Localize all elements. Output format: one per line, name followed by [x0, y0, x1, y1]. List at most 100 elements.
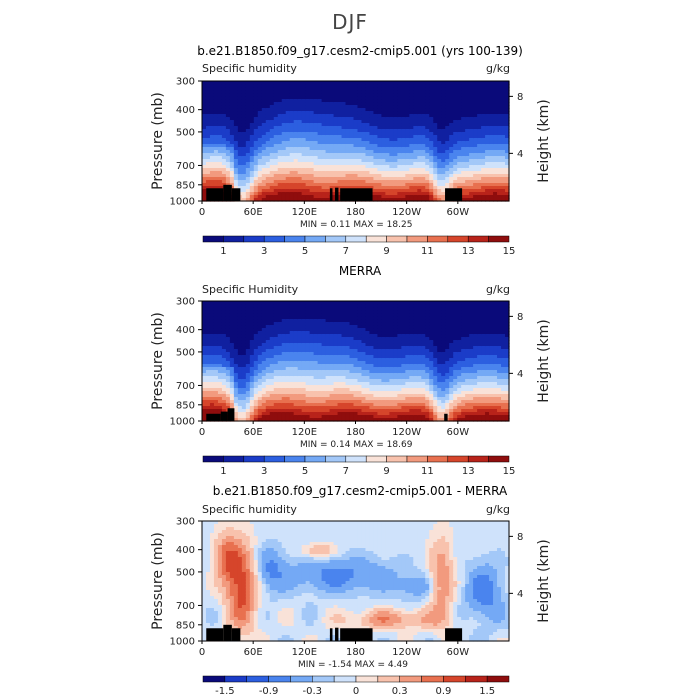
contour-cell: [365, 301, 371, 305]
contour-cell: [381, 171, 387, 175]
contour-cell: [237, 352, 243, 356]
contour-cell: [337, 382, 343, 386]
contour-cell: [293, 108, 299, 112]
contour-cell: [241, 165, 247, 169]
contour-cell: [361, 150, 367, 154]
contour-cell: [297, 141, 303, 145]
contour-cell: [345, 415, 351, 419]
contour-cell: [309, 337, 315, 341]
contour-cell: [241, 334, 247, 338]
contour-cell: [309, 406, 315, 410]
contour-cell: [481, 180, 486, 184]
contour-cell: [385, 144, 390, 148]
contour-cell: [485, 168, 490, 172]
contour-cell: [202, 412, 207, 416]
contour-cell: [437, 87, 442, 91]
contour-cell: [293, 192, 299, 196]
contour-cell: [233, 93, 239, 97]
contour-cell: [457, 153, 462, 157]
contour-cell: [389, 198, 394, 202]
contour-cell: [501, 186, 506, 190]
contour-cell: [213, 90, 219, 94]
contour-cell: [325, 316, 331, 320]
contour-cell: [385, 117, 390, 121]
contour-cell: [377, 156, 383, 160]
contour-cell: [453, 153, 458, 157]
contour-cell: [237, 99, 243, 103]
contour-cell: [469, 105, 474, 109]
contour-cell: [321, 340, 327, 344]
contour-cell: [297, 376, 303, 380]
contour-cell: [357, 364, 363, 368]
contour-cell: [321, 388, 327, 392]
contour-cell: [337, 355, 343, 359]
contour-cell: [321, 105, 327, 109]
contour-cell: [321, 99, 327, 103]
contour-cell: [221, 391, 227, 395]
contour-cell: [481, 153, 486, 157]
contour-cell: [313, 135, 319, 139]
contour-cell: [361, 355, 367, 359]
contour-cell: [229, 186, 235, 190]
contour-cell: [213, 81, 219, 85]
contour-cell: [353, 117, 359, 121]
contour-cell: [357, 132, 363, 136]
contour-cell: [321, 310, 327, 314]
contour-cell: [233, 132, 239, 136]
contour-cell: [301, 415, 307, 419]
contour-cell: [202, 189, 207, 193]
contour-cell: [305, 349, 311, 353]
contour-cell: [205, 132, 211, 136]
contour-cell: [321, 87, 327, 91]
contour-cell: [353, 162, 359, 166]
contour-cell: [305, 144, 311, 148]
contour-cell: [265, 307, 271, 311]
contour-cell: [373, 343, 379, 347]
contour-cell: [213, 132, 219, 136]
contour-cell: [365, 328, 371, 332]
contour-cell: [277, 403, 283, 407]
contour-cell: [345, 310, 351, 314]
contour-cell: [225, 90, 231, 94]
contour-cell: [229, 340, 235, 344]
contour-cell: [493, 189, 498, 193]
contour-cell: [461, 84, 466, 88]
contour-cell: [437, 105, 442, 109]
contour-cell: [353, 382, 359, 386]
contour-cell: [285, 313, 291, 317]
contour-cell: [265, 189, 271, 193]
contour-cell: [345, 180, 351, 184]
contour-cell: [381, 123, 387, 127]
contour-cell: [202, 346, 207, 350]
contour-cell: [349, 153, 355, 157]
contour-cell: [217, 382, 223, 386]
contour-cell: [213, 310, 219, 314]
contour-cell: [369, 346, 375, 350]
contour-cell: [285, 415, 291, 419]
contour-cell: [301, 334, 307, 338]
contour-cell: [409, 117, 414, 121]
contour-cell: [225, 84, 231, 88]
contour-cell: [202, 367, 207, 371]
contour-cell: [245, 334, 251, 338]
contour-cell: [221, 403, 227, 407]
contour-cell: [241, 358, 247, 362]
contour-cell: [369, 406, 375, 410]
contour-cell: [493, 87, 498, 91]
contour-cell: [313, 87, 319, 91]
contour-cell: [213, 379, 219, 383]
contour-cell: [465, 141, 470, 145]
contour-cell: [225, 346, 231, 350]
contour-cell: [365, 171, 371, 175]
contour-cell: [313, 313, 319, 317]
contour-cell: [425, 168, 430, 172]
contour-cell: [493, 162, 498, 166]
contour-cell: [289, 313, 295, 317]
contour-cell: [261, 343, 267, 347]
contour-cell: [209, 319, 215, 323]
contour-cell: [381, 340, 387, 344]
contour-cell: [249, 313, 255, 317]
contour-cell: [281, 174, 287, 178]
contour-cell: [389, 132, 394, 136]
contour-cell: [409, 99, 414, 103]
